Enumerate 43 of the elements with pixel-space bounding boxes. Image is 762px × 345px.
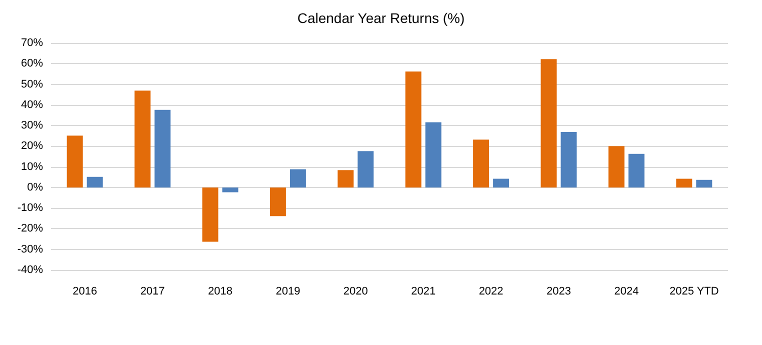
- bar: [676, 178, 692, 188]
- y-tick-label: 70%: [20, 37, 44, 49]
- bar: [154, 110, 171, 188]
- y-tick-label: 50%: [20, 78, 44, 90]
- chart-title: Calendar Year Returns (%): [297, 10, 465, 26]
- x-tick-label: 2023: [546, 286, 571, 298]
- bar: [270, 187, 286, 216]
- bar: [473, 140, 490, 188]
- bar: [425, 122, 442, 188]
- x-tick-label: 2025 YTD: [669, 286, 719, 298]
- y-tick-label: 0%: [27, 181, 44, 194]
- y-tick-label: 10%: [20, 160, 44, 173]
- bar: [290, 169, 306, 188]
- bar: [86, 176, 103, 188]
- bar: [608, 146, 624, 188]
- y-tick-label: -20%: [17, 222, 44, 235]
- y-tick-label: 30%: [20, 120, 44, 132]
- x-tick-label: 2022: [478, 286, 504, 298]
- y-tick-label: -10%: [17, 202, 44, 214]
- bar: [696, 180, 712, 188]
- y-tick-label: 40%: [20, 98, 44, 111]
- y-tick-label: 60%: [20, 58, 44, 70]
- x-tick-label: 2020: [343, 286, 368, 298]
- bar: [66, 136, 83, 188]
- bar: [358, 151, 374, 188]
- bar: [202, 187, 218, 242]
- bar: [493, 178, 510, 188]
- x-tick-label: 2018: [208, 286, 232, 298]
- x-tick-label: 2024: [614, 286, 639, 298]
- x-tick-label: 2021: [411, 286, 436, 298]
- bar: [560, 132, 577, 188]
- bar: [338, 170, 354, 188]
- y-tick-label: -40%: [17, 264, 44, 276]
- y-tick-label: 20%: [20, 140, 44, 152]
- bar: [540, 59, 557, 188]
- bar: [222, 187, 238, 192]
- x-tick-label: 2017: [140, 286, 165, 298]
- y-tick-label: -30%: [17, 243, 44, 256]
- bar: [405, 71, 422, 188]
- bar: [134, 90, 151, 188]
- x-tick-label: 2016: [72, 286, 98, 298]
- bar: [628, 154, 644, 188]
- x-tick-label: 2019: [276, 286, 300, 298]
